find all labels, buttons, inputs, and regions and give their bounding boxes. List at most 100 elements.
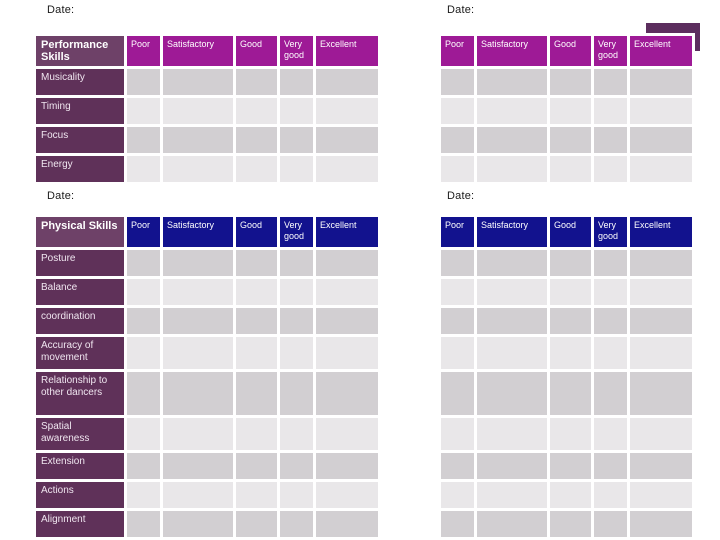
rating-cell-energy-poor[interactable] [127,156,160,182]
rating-cell-relationship-to-other-dancers-satisfactory[interactable] [163,372,233,415]
rating-cell-accuracy-of-movement-good[interactable] [550,337,591,369]
rating-cell-alignment-satisfactory[interactable] [477,511,547,537]
rating-cell-focus-very-good[interactable] [594,127,627,153]
rating-cell-timing-very-good[interactable] [280,98,313,124]
rating-cell-posture-excellent[interactable] [316,250,378,276]
rating-cell-balance-very-good[interactable] [594,279,627,305]
rating-cell-spatial-awareness-excellent[interactable] [316,418,378,450]
rating-cell-alignment-excellent[interactable] [630,511,692,537]
rating-cell-coordination-satisfactory[interactable] [477,308,547,334]
rating-cell-musicality-satisfactory[interactable] [477,69,547,95]
rating-cell-musicality-good[interactable] [550,69,591,95]
rating-cell-extension-excellent[interactable] [316,453,378,479]
rating-cell-focus-satisfactory[interactable] [163,127,233,153]
rating-cell-timing-excellent[interactable] [316,98,378,124]
rating-cell-actions-excellent[interactable] [316,482,378,508]
rating-cell-spatial-awareness-very-good[interactable] [594,418,627,450]
rating-cell-posture-poor[interactable] [441,250,474,276]
rating-cell-posture-very-good[interactable] [280,250,313,276]
rating-cell-balance-good[interactable] [236,279,277,305]
rating-cell-energy-satisfactory[interactable] [477,156,547,182]
rating-cell-energy-poor[interactable] [441,156,474,182]
rating-cell-balance-poor[interactable] [127,279,160,305]
rating-cell-focus-good[interactable] [550,127,591,153]
rating-cell-energy-excellent[interactable] [316,156,378,182]
rating-cell-alignment-satisfactory[interactable] [163,511,233,537]
rating-cell-posture-satisfactory[interactable] [163,250,233,276]
rating-cell-spatial-awareness-very-good[interactable] [280,418,313,450]
rating-cell-focus-satisfactory[interactable] [477,127,547,153]
rating-cell-coordination-excellent[interactable] [316,308,378,334]
rating-cell-accuracy-of-movement-excellent[interactable] [630,337,692,369]
rating-cell-accuracy-of-movement-poor[interactable] [441,337,474,369]
rating-cell-focus-excellent[interactable] [316,127,378,153]
rating-cell-focus-good[interactable] [236,127,277,153]
rating-cell-coordination-good[interactable] [550,308,591,334]
rating-cell-balance-excellent[interactable] [630,279,692,305]
rating-cell-musicality-poor[interactable] [127,69,160,95]
rating-cell-alignment-poor[interactable] [441,511,474,537]
rating-cell-accuracy-of-movement-satisfactory[interactable] [163,337,233,369]
rating-cell-balance-good[interactable] [550,279,591,305]
rating-cell-energy-good[interactable] [550,156,591,182]
rating-cell-extension-poor[interactable] [441,453,474,479]
rating-cell-timing-excellent[interactable] [630,98,692,124]
rating-cell-relationship-to-other-dancers-satisfactory[interactable] [477,372,547,415]
rating-cell-balance-satisfactory[interactable] [477,279,547,305]
rating-cell-timing-good[interactable] [236,98,277,124]
rating-cell-spatial-awareness-good[interactable] [236,418,277,450]
rating-cell-extension-very-good[interactable] [280,453,313,479]
rating-cell-accuracy-of-movement-poor[interactable] [127,337,160,369]
rating-cell-extension-satisfactory[interactable] [477,453,547,479]
rating-cell-musicality-good[interactable] [236,69,277,95]
rating-cell-timing-very-good[interactable] [594,98,627,124]
rating-cell-timing-poor[interactable] [127,98,160,124]
rating-cell-actions-good[interactable] [550,482,591,508]
rating-cell-balance-very-good[interactable] [280,279,313,305]
rating-cell-actions-satisfactory[interactable] [163,482,233,508]
rating-cell-actions-poor[interactable] [127,482,160,508]
rating-cell-alignment-poor[interactable] [127,511,160,537]
rating-cell-alignment-very-good[interactable] [594,511,627,537]
rating-cell-timing-satisfactory[interactable] [477,98,547,124]
rating-cell-energy-satisfactory[interactable] [163,156,233,182]
rating-cell-actions-very-good[interactable] [280,482,313,508]
rating-cell-alignment-very-good[interactable] [280,511,313,537]
rating-cell-musicality-excellent[interactable] [316,69,378,95]
rating-cell-coordination-poor[interactable] [441,308,474,334]
rating-cell-musicality-very-good[interactable] [594,69,627,95]
rating-cell-extension-very-good[interactable] [594,453,627,479]
rating-cell-musicality-satisfactory[interactable] [163,69,233,95]
rating-cell-focus-poor[interactable] [127,127,160,153]
rating-cell-energy-very-good[interactable] [594,156,627,182]
rating-cell-musicality-very-good[interactable] [280,69,313,95]
rating-cell-extension-satisfactory[interactable] [163,453,233,479]
rating-cell-actions-excellent[interactable] [630,482,692,508]
rating-cell-coordination-poor[interactable] [127,308,160,334]
rating-cell-actions-poor[interactable] [441,482,474,508]
rating-cell-extension-good[interactable] [236,453,277,479]
rating-cell-extension-excellent[interactable] [630,453,692,479]
rating-cell-accuracy-of-movement-excellent[interactable] [316,337,378,369]
rating-cell-posture-good[interactable] [550,250,591,276]
rating-cell-relationship-to-other-dancers-good[interactable] [550,372,591,415]
rating-cell-accuracy-of-movement-satisfactory[interactable] [477,337,547,369]
rating-cell-posture-excellent[interactable] [630,250,692,276]
rating-cell-energy-excellent[interactable] [630,156,692,182]
rating-cell-relationship-to-other-dancers-excellent[interactable] [316,372,378,415]
rating-cell-accuracy-of-movement-very-good[interactable] [594,337,627,369]
rating-cell-actions-good[interactable] [236,482,277,508]
rating-cell-spatial-awareness-poor[interactable] [441,418,474,450]
rating-cell-timing-satisfactory[interactable] [163,98,233,124]
rating-cell-timing-poor[interactable] [441,98,474,124]
rating-cell-musicality-poor[interactable] [441,69,474,95]
rating-cell-relationship-to-other-dancers-excellent[interactable] [630,372,692,415]
rating-cell-extension-poor[interactable] [127,453,160,479]
rating-cell-spatial-awareness-good[interactable] [550,418,591,450]
rating-cell-timing-good[interactable] [550,98,591,124]
rating-cell-balance-excellent[interactable] [316,279,378,305]
rating-cell-alignment-good[interactable] [236,511,277,537]
rating-cell-relationship-to-other-dancers-good[interactable] [236,372,277,415]
rating-cell-focus-excellent[interactable] [630,127,692,153]
rating-cell-coordination-excellent[interactable] [630,308,692,334]
